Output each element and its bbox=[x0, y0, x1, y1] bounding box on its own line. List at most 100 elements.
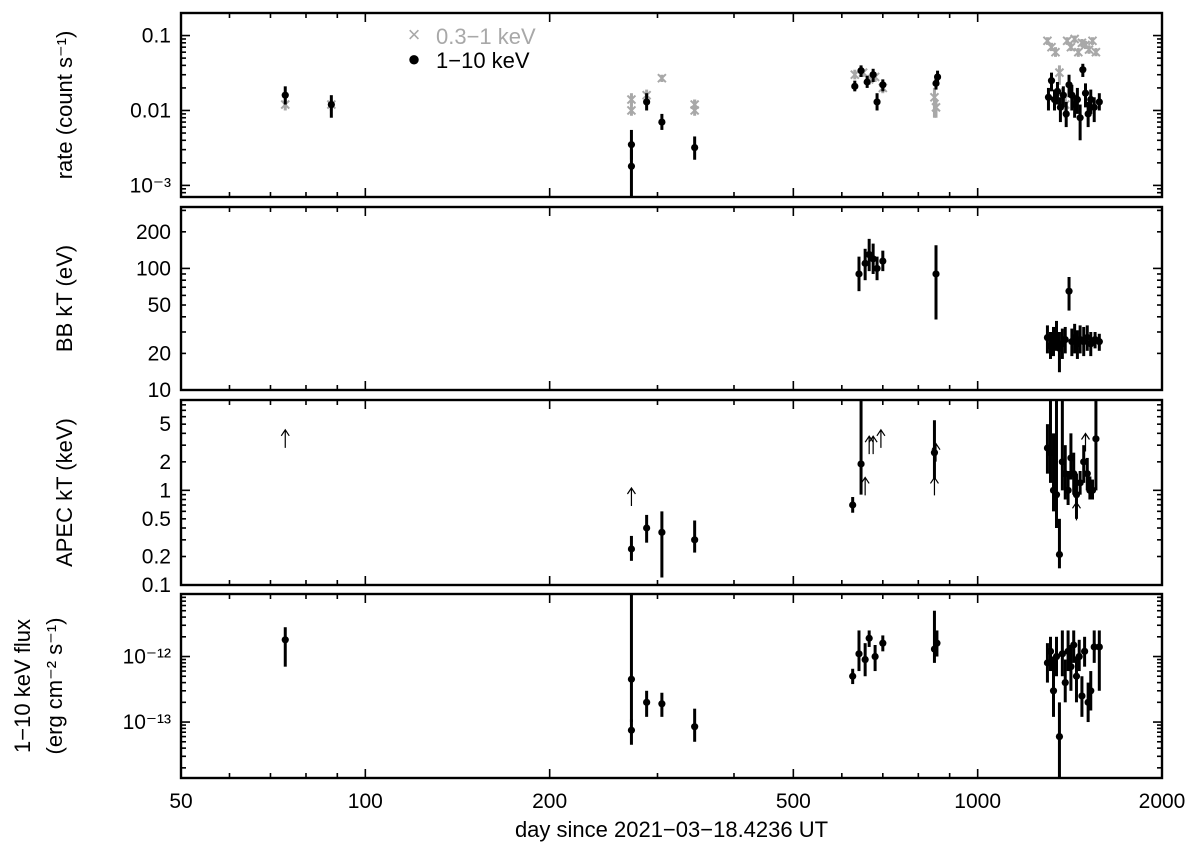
lower-limit-arrow bbox=[868, 435, 878, 455]
x-axis-label: day since 2021−03−18.4236 UT bbox=[515, 817, 828, 842]
data-point bbox=[849, 501, 857, 509]
data-point bbox=[1076, 114, 1084, 122]
data-point bbox=[1070, 641, 1078, 649]
panel-frame bbox=[179, 592, 1164, 780]
data-point bbox=[873, 98, 881, 106]
x-tick-label: 1000 bbox=[954, 790, 1001, 813]
data-point bbox=[691, 143, 699, 152]
data-point-cross bbox=[850, 70, 860, 80]
lower-limit-arrow bbox=[1071, 501, 1081, 521]
data-point bbox=[869, 255, 877, 263]
data-point bbox=[1088, 486, 1097, 494]
panel-frame bbox=[179, 11, 1164, 199]
data-point bbox=[879, 257, 887, 265]
y-tick-label: 0.1 bbox=[142, 25, 171, 48]
data-point bbox=[1055, 550, 1064, 559]
data-point bbox=[1065, 287, 1073, 295]
data-point bbox=[1072, 672, 1081, 680]
data-point bbox=[1044, 93, 1053, 101]
data-point bbox=[281, 91, 289, 99]
y-tick-label: 1 bbox=[159, 479, 171, 502]
lower-limit-arrow bbox=[626, 486, 636, 507]
panel-2 bbox=[179, 205, 1164, 392]
y-tick-label: 100 bbox=[136, 257, 171, 280]
data-point bbox=[933, 73, 942, 81]
data-point bbox=[658, 528, 666, 536]
data-point bbox=[281, 636, 289, 644]
data-point bbox=[1087, 687, 1095, 695]
data-point bbox=[933, 639, 941, 647]
data-point bbox=[879, 81, 887, 89]
data-point-cross bbox=[1050, 47, 1061, 57]
data-point bbox=[327, 100, 335, 109]
data-point bbox=[1090, 103, 1098, 111]
legend-marker: ● bbox=[407, 46, 420, 71]
data-point bbox=[691, 723, 699, 731]
data-point-cross bbox=[657, 73, 667, 83]
legend-marker: × bbox=[408, 22, 421, 47]
data-point bbox=[1073, 95, 1081, 104]
y-tick-label: 0.01 bbox=[130, 99, 171, 122]
data-point bbox=[1079, 66, 1087, 74]
data-point bbox=[1046, 647, 1055, 655]
lower-limit-arrow bbox=[876, 428, 886, 448]
y-tick-label: 200 bbox=[136, 221, 171, 244]
lower-limit-arrow bbox=[1081, 432, 1090, 452]
data-point bbox=[658, 700, 666, 708]
y-axis-label: rate (count s⁻¹) bbox=[52, 31, 77, 180]
data-point bbox=[1052, 652, 1061, 661]
lower-limit-arrow bbox=[280, 428, 290, 448]
data-point-cross bbox=[931, 102, 941, 113]
data-point bbox=[1058, 650, 1066, 658]
y-tick-label: 20 bbox=[148, 342, 171, 365]
data-point bbox=[1081, 89, 1090, 97]
panel-4 bbox=[179, 592, 1164, 780]
data-point bbox=[1053, 87, 1062, 95]
data-point bbox=[873, 264, 881, 273]
data-point-cross bbox=[626, 105, 637, 116]
data-point bbox=[1062, 110, 1070, 118]
data-point bbox=[1087, 95, 1095, 104]
x-tick-label: 2000 bbox=[1139, 790, 1186, 813]
data-point bbox=[627, 675, 636, 683]
legend-label: 0.3−1 keV bbox=[436, 24, 536, 49]
y-tick-label: 10⁻¹² bbox=[123, 646, 171, 669]
data-point bbox=[869, 71, 877, 79]
data-point bbox=[930, 449, 939, 457]
data-point-cross bbox=[626, 94, 637, 105]
data-point-cross bbox=[1066, 42, 1076, 52]
x-tick-label: 50 bbox=[169, 790, 192, 813]
data-point bbox=[1064, 486, 1072, 494]
data-point bbox=[643, 98, 651, 106]
data-point bbox=[1081, 647, 1089, 655]
y-axis-label: 1−10 keV flux bbox=[10, 619, 35, 753]
legend-label: 1−10 keV bbox=[436, 48, 530, 73]
data-point bbox=[1095, 643, 1103, 651]
data-point bbox=[861, 655, 869, 664]
panel-frame bbox=[179, 398, 1164, 587]
data-point bbox=[1083, 470, 1091, 478]
data-point bbox=[1090, 643, 1098, 651]
data-point bbox=[1075, 652, 1083, 661]
data-point bbox=[861, 259, 869, 267]
panel-frame bbox=[179, 205, 1164, 392]
data-point bbox=[1072, 491, 1081, 499]
x-tick-label: 500 bbox=[776, 790, 811, 813]
data-point bbox=[627, 141, 636, 149]
data-point-cross bbox=[1073, 47, 1084, 57]
data-point bbox=[1052, 491, 1061, 499]
data-point bbox=[851, 82, 859, 90]
x-tick-label: 100 bbox=[348, 790, 383, 813]
data-point-cross bbox=[1069, 34, 1080, 44]
y-axis-label: (erg cm⁻² s⁻¹) bbox=[42, 618, 67, 755]
lower-limit-arrow bbox=[860, 476, 870, 496]
data-point bbox=[1076, 479, 1084, 487]
y-tick-label: 0.1 bbox=[142, 574, 171, 597]
data-point bbox=[855, 650, 863, 658]
data-point bbox=[1055, 732, 1064, 741]
data-point-cross bbox=[1054, 67, 1065, 78]
data-point bbox=[855, 270, 863, 278]
data-point-cross bbox=[689, 99, 700, 110]
data-point bbox=[863, 78, 871, 86]
